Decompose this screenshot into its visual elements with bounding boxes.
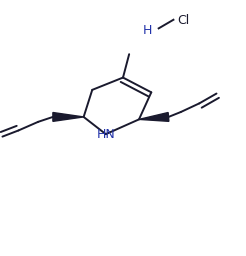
Text: Cl: Cl — [177, 15, 189, 27]
Text: H: H — [143, 24, 153, 37]
Polygon shape — [53, 112, 84, 121]
Text: HN: HN — [96, 128, 115, 141]
Polygon shape — [139, 113, 169, 121]
